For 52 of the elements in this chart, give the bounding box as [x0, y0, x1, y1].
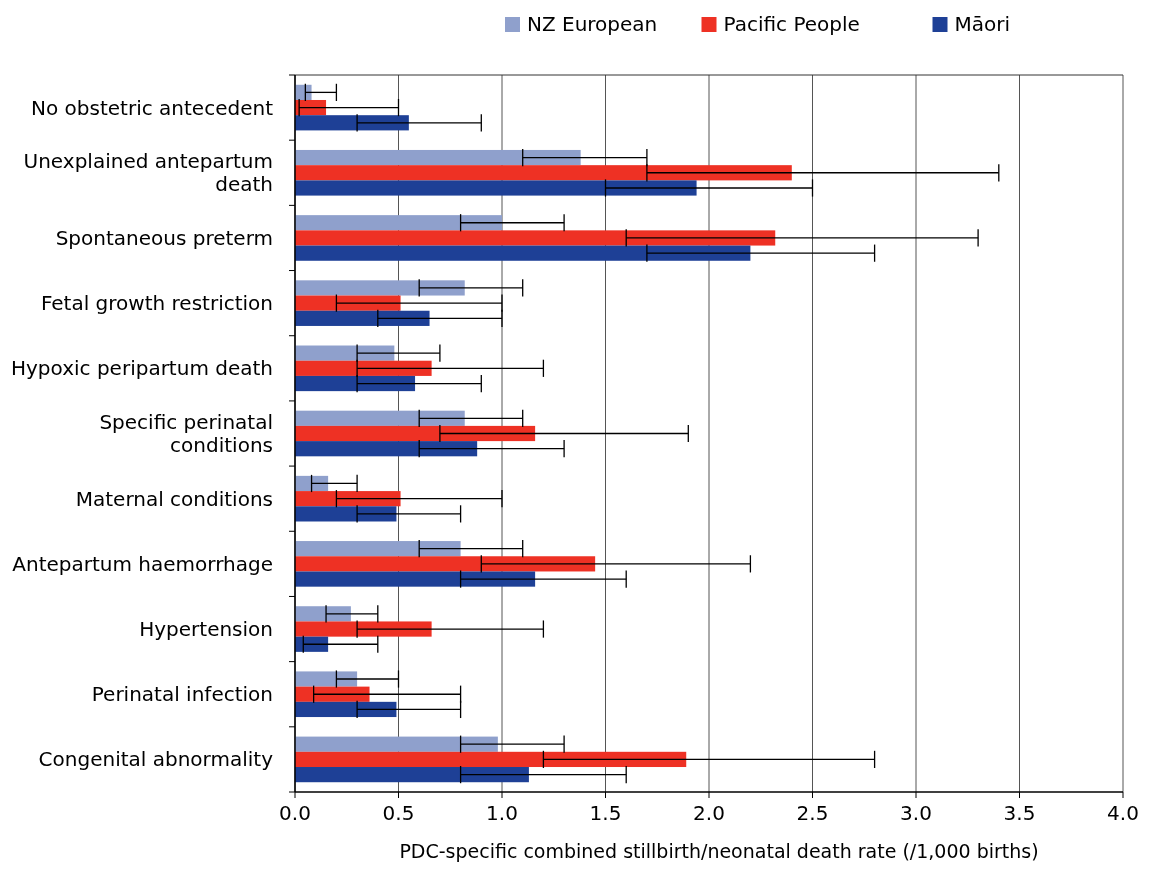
bar — [295, 441, 478, 457]
bar — [295, 165, 792, 181]
bar — [295, 556, 596, 572]
y-tick-label: Specific perinatal conditions — [99, 410, 273, 457]
bar — [295, 767, 529, 783]
bar — [295, 180, 697, 196]
bar — [295, 606, 351, 622]
y-tick-label: Unexplained antepartum death — [23, 149, 273, 197]
x-tick-label: 0.0 — [279, 801, 311, 825]
bar — [295, 751, 687, 768]
bar — [295, 621, 432, 637]
bar — [295, 506, 397, 522]
y-tick-label: Fetal growth restriction — [40, 291, 273, 316]
bar — [295, 230, 776, 246]
bar — [295, 375, 416, 392]
bar — [295, 245, 751, 261]
x-tick-label: 4.0 — [1107, 801, 1139, 825]
bar — [295, 736, 498, 752]
x-tick-label: 3.0 — [900, 801, 932, 825]
legend-label: NZ European — [527, 12, 658, 36]
x-tick-label: 1.0 — [486, 801, 518, 825]
bar — [295, 686, 370, 702]
bar — [295, 345, 395, 361]
bar — [295, 571, 536, 587]
bar — [295, 425, 536, 442]
bar — [295, 671, 358, 687]
y-tick-label: Antepartum haemorrhage — [12, 551, 273, 576]
bar — [295, 410, 465, 426]
bar — [295, 701, 397, 718]
bar — [295, 310, 430, 326]
bar — [295, 115, 409, 131]
x-axis-title: PDC-specific combined stillbirth/neonatal death rate (/1,000 births) — [399, 840, 1039, 862]
x-tick-label: 2.5 — [796, 801, 829, 825]
y-tick-label: Hypoxic peripartum death — [10, 356, 273, 381]
y-tick-label: No obstetric antecedent — [31, 95, 274, 120]
y-tick-label: Congenital abnormality — [38, 747, 274, 772]
bar — [295, 360, 432, 376]
bar — [295, 215, 502, 231]
x-tick-label: 1.5 — [589, 801, 622, 825]
legend-label: Māori — [954, 12, 1011, 36]
y-tick-label: Hypertension — [139, 617, 273, 642]
y-tick-label: Perinatal infection — [91, 682, 273, 707]
x-tick-label: 3.5 — [1003, 801, 1036, 825]
legend-label: Pacific People — [723, 12, 860, 36]
y-tick-label: Spontaneous preterm — [55, 225, 273, 250]
bar — [295, 491, 401, 507]
bar — [295, 149, 581, 166]
bar — [295, 541, 461, 557]
bar — [295, 280, 465, 296]
x-tick-label: 0.5 — [382, 801, 415, 825]
y-tick-label: Maternal conditions — [75, 486, 273, 511]
x-tick-label: 2.0 — [693, 801, 725, 825]
